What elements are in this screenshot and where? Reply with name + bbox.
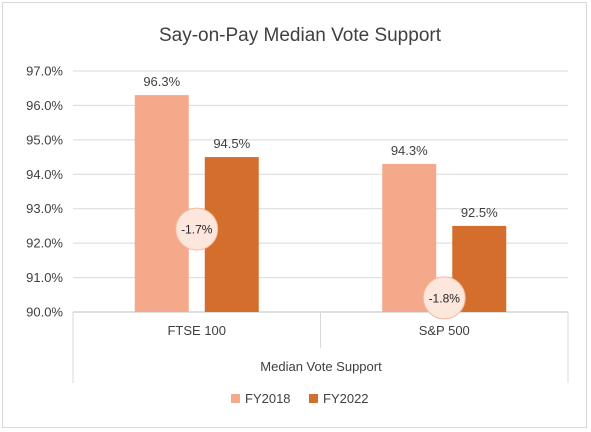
- category-label: FTSE 100: [167, 323, 226, 338]
- change-bubble: [422, 276, 466, 320]
- y-tick-label: 95.0%: [26, 132, 63, 147]
- legend-swatch: [231, 394, 240, 403]
- y-tick-label: 92.0%: [26, 236, 63, 251]
- change-label: -1.8%: [429, 291, 461, 305]
- y-tick-label: 94.0%: [26, 167, 63, 182]
- y-tick-label: 96.0%: [26, 98, 63, 113]
- chart-title: Say-on-Pay Median Vote Support: [159, 25, 442, 46]
- legend-label: FY2022: [323, 391, 369, 406]
- data-label: 94.3%: [391, 143, 428, 158]
- y-tick-label: 90.0%: [26, 305, 63, 320]
- y-tick-label: 93.0%: [26, 201, 63, 216]
- bar-fy2018-1: [134, 95, 189, 312]
- legend-swatch: [309, 394, 318, 403]
- category-label: S&P 500: [419, 323, 470, 338]
- legend-label: FY2018: [245, 391, 291, 406]
- bar-chart: Say-on-Pay Median Vote Support 90.0% 91.0…: [26, 25, 569, 406]
- data-label: 96.3%: [143, 74, 180, 89]
- change-label: -1.7%: [181, 223, 213, 237]
- data-label: 92.5%: [461, 205, 498, 220]
- y-tick-label: 91.0%: [26, 270, 63, 285]
- y-tick-label: 97.0%: [26, 64, 63, 79]
- change-bubble: [175, 207, 219, 251]
- x-axis-title: Median Vote Support: [260, 359, 382, 374]
- chart-frame: Say-on-Pay Median Vote Support 90.0% 91.0…: [2, 2, 587, 428]
- data-label: 94.5%: [213, 136, 250, 151]
